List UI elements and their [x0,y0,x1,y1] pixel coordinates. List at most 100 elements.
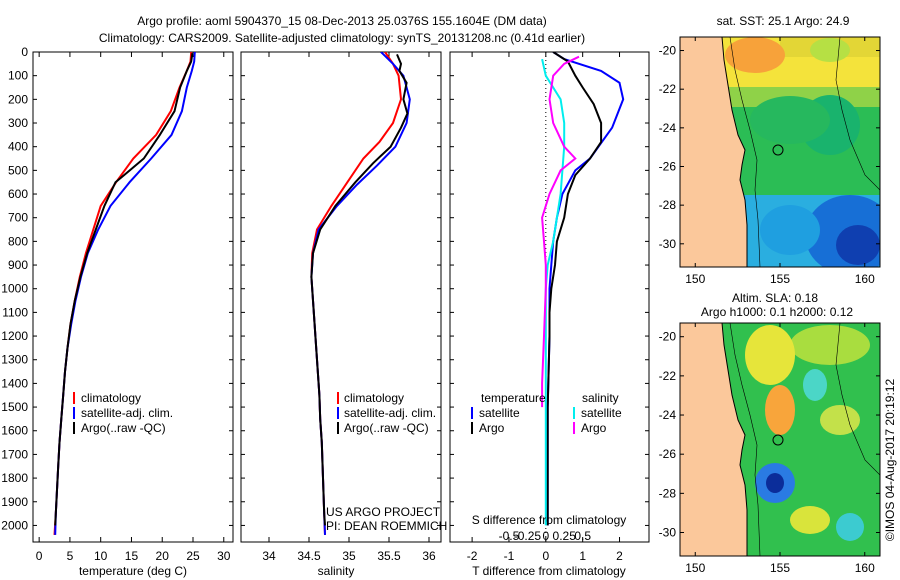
difference-profiles [541,52,625,542]
depth-tick-label: 400 [8,140,28,154]
sst-coastline [721,37,748,267]
depth-tick-label: 2000 [1,518,28,532]
figure-title-line1: Argo profile: aoml 5904370_15 08-Dec-201… [137,14,547,28]
depth-tick-label: 700 [8,211,28,225]
depth-tick-label: 500 [8,163,28,177]
x-tick-label: 25 [186,549,200,563]
figure-title-line2: Climatology: CARS2009. Satellite-adjuste… [99,31,585,45]
legend-t-satellite-label: satellite [479,406,520,420]
sla-map [680,323,880,556]
difference-legend: temperature salinity satellite Argo sate… [471,391,622,435]
lat-tick-label: -26 [659,159,677,173]
lon-tick-label: 150 [685,272,705,286]
depth-tick-label: 800 [8,234,28,248]
series-line-argo-raw-qc- [310,54,409,526]
sst-map [680,37,880,267]
difference-top-axis-label: S difference from climatology [472,513,627,527]
depth-tick-label: 1400 [1,376,28,390]
project-line1: US ARGO PROJECT [326,505,441,519]
lat-tick-label: -28 [659,198,677,212]
x-top-tick-label: -0.25 [514,529,542,543]
imos-timestamp: ©IMOS 04-Aug-2017 20:19:12 [883,379,897,542]
x-tick-label: 0 [542,549,549,563]
x-tick-label: 30 [217,549,231,563]
temperature-legend: climatology satellite-adj. clim. Argo(..… [73,391,173,435]
series-line-argo-raw-qc- [54,53,194,526]
lat-tick-label: -24 [659,408,677,422]
lon-tick-label: 155 [770,561,790,575]
x-tick-label: 20 [156,549,170,563]
x-tick-label: -1 [504,549,515,563]
depth-tick-label: 1500 [1,400,28,414]
depth-tick-label: 1900 [1,495,28,509]
depth-tick-label: 600 [8,187,28,201]
x-top-tick-label: 0.25 [553,529,577,543]
difference-axis-label: T difference from climatology [472,564,626,578]
sla-map-title2: Argo h1000: 0.1 h2000: 0.12 [701,305,853,319]
temperature-panel-frame [32,51,234,543]
project-line2: PI: DEAN ROEMMICH [326,519,447,533]
depth-tick-label: 1700 [1,447,28,461]
legend-climatology-label: climatology [344,391,404,405]
sla-blue-core [766,473,784,493]
sst-map-ticks: -20 -22 -24 -26 -28 -30 150 155 160 [659,37,880,286]
depth-tick-label: 1300 [1,353,28,367]
legend-s-argo-label: Argo [581,421,607,435]
depth-tick-label: 1100 [2,305,28,319]
depth-axis-labels: 0 100 200 300 400 500 600 700 800 900 1000 1100 1200… [1,45,28,532]
sst-cyan-patch [760,205,820,255]
x-tick-label: 36 [422,549,436,563]
sla-land [680,323,747,556]
x-tick-label: 2 [616,549,623,563]
salinity-profiles [310,52,411,535]
depth-tick-label: 1600 [1,424,28,438]
legend-salinity-heading: salinity [582,391,619,405]
sla-warm-anomaly [765,385,795,435]
lat-tick-label: -30 [659,237,677,251]
x-tick-label: -2 [467,549,478,563]
x-tick-label: 0 [36,549,43,563]
temperature-axis-label: temperature (deg C) [79,564,187,578]
sla-argo-position [772,434,784,446]
lon-tick-label: 155 [770,272,790,286]
lat-tick-label: -20 [659,330,677,344]
sla-cyan-anomaly [803,369,827,401]
legend-t-argo-label: Argo [479,421,505,435]
legend-argo-label: Argo(..raw -QC) [81,421,166,435]
sst-argo-position [772,144,784,156]
temperature-x-axis: 0 5 10 15 20 25 30 [33,51,233,563]
depth-tick-label: 200 [8,92,28,106]
salinity-panel-frame [240,51,442,543]
sst-shelf-contour [729,37,761,267]
lon-tick-label: 150 [685,561,705,575]
series-line-t-argo [546,52,603,526]
series-line-s-argo [541,55,580,408]
series-line-s-satellite [541,58,566,526]
depth-tick-label: 1000 [1,282,28,296]
salinity-x-axis: 34 34.5 35 35.5 36 [241,51,441,563]
sst-warm-patch-east [810,38,850,62]
sla-cyan-south [836,513,864,541]
lat-tick-label: -28 [659,486,677,500]
x-tick-label: 34 [262,549,276,563]
sst-map-title: sat. SST: 25.1 Argo: 24.9 [717,14,850,28]
lat-tick-label: -30 [659,526,677,540]
sst-cold-core [836,225,880,265]
depth-tick-label: 0 [21,45,28,59]
x-top-tick-label: -0.5 [499,529,520,543]
x-tick-label: 5 [67,549,74,563]
x-top-tick-label: 0.5 [574,529,591,543]
sla-map-title1: Altim. SLA: 0.18 [732,291,818,305]
lon-tick-label: 160 [855,272,875,286]
sla-yellow-south [790,506,830,534]
temperature-profiles [53,52,196,535]
sla-yellow-east [820,405,860,435]
sst-land [680,37,747,267]
x-tick-label: 10 [94,549,108,563]
legend-climatology-label: climatology [81,391,141,405]
legend-satellite-label: satellite-adj. clim. [344,406,436,420]
lat-tick-label: -20 [659,44,677,58]
sla-shelf-contour [729,323,761,556]
x-tick-label: 15 [125,549,139,563]
lat-tick-label: -24 [659,121,677,135]
